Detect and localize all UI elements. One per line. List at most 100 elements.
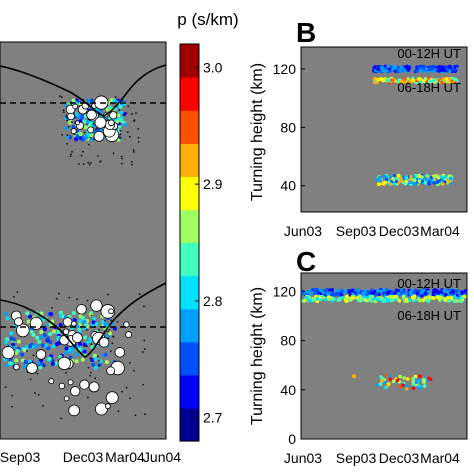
panel-a-circle bbox=[76, 304, 87, 315]
panel-c-point bbox=[414, 380, 419, 385]
panel-b-point bbox=[417, 174, 422, 178]
panel-c-point bbox=[345, 294, 349, 299]
panel-c-y-ticks: 0 40 80 120 bbox=[273, 283, 305, 447]
panel-b-point bbox=[388, 182, 393, 186]
panel-b-point bbox=[376, 77, 381, 82]
panel-a-point bbox=[104, 319, 106, 322]
panel-a-point bbox=[55, 297, 58, 300]
panel-a-point bbox=[70, 153, 72, 156]
panel-c-point bbox=[330, 288, 335, 292]
panel-b-point bbox=[445, 68, 450, 72]
panel-a-point bbox=[128, 362, 131, 364]
panel-a-point bbox=[50, 361, 55, 366]
panel-a-circle bbox=[70, 128, 77, 135]
panel-b-point bbox=[431, 64, 436, 69]
panel-a-point bbox=[92, 138, 95, 141]
panel-a-point bbox=[51, 306, 53, 309]
panel-a-point bbox=[9, 331, 14, 336]
panel-b-point bbox=[373, 76, 378, 81]
panel-a-point bbox=[97, 328, 100, 331]
panel-a-point bbox=[4, 386, 7, 388]
panel-c-point bbox=[404, 384, 408, 388]
panel-a-point bbox=[112, 98, 117, 103]
panel-a-point bbox=[58, 323, 63, 327]
panel-c-point bbox=[413, 374, 418, 379]
panel-c-point bbox=[365, 295, 370, 300]
panel-c: C 00-12H UT 06-18H UT 0 40 80 120 Jun03 Sep0… bbox=[249, 246, 468, 466]
panel-c-point bbox=[384, 373, 389, 378]
y-tick-label: 120 bbox=[273, 61, 297, 77]
panel-a-point bbox=[68, 355, 73, 360]
panel-a-point bbox=[118, 109, 121, 111]
panel-b-x-ticks: Jun03 Sep03 Dec03 Mar04 bbox=[284, 223, 460, 239]
panel-a-point bbox=[9, 336, 14, 341]
panel-a-point bbox=[5, 363, 10, 368]
panel-c-point bbox=[379, 374, 384, 379]
panel-a-point bbox=[59, 95, 61, 98]
panel-b-point bbox=[373, 65, 378, 69]
x-tick-label: Mar04 bbox=[105, 449, 145, 465]
panel-a-point bbox=[83, 131, 86, 134]
panel-b-point bbox=[409, 175, 413, 179]
panel-a-point bbox=[143, 305, 145, 308]
panel-c-point bbox=[422, 384, 427, 388]
panel-a-point bbox=[42, 333, 47, 338]
panel-a-point bbox=[36, 372, 39, 375]
panel-c-label: C bbox=[296, 246, 316, 277]
colorbar-band bbox=[180, 77, 199, 111]
panel-a-point bbox=[91, 123, 96, 128]
panel-a-point bbox=[94, 377, 97, 380]
panel-b-point bbox=[411, 174, 416, 179]
panel-c-point bbox=[363, 291, 368, 295]
panel-b-point bbox=[428, 180, 432, 184]
panel-a-point bbox=[91, 362, 96, 367]
panel-c-point bbox=[392, 291, 397, 296]
panel-b-point bbox=[447, 179, 452, 184]
panel-a-circle bbox=[125, 331, 133, 339]
panel-c-point bbox=[340, 289, 345, 293]
panel-b-point bbox=[439, 175, 444, 179]
panel-a-point bbox=[82, 349, 87, 354]
panel-a-point bbox=[43, 364, 46, 367]
panel-a-point bbox=[26, 319, 31, 324]
panel-a-point bbox=[63, 111, 65, 113]
panel-c-point bbox=[410, 295, 415, 300]
panel-c-point bbox=[443, 293, 448, 297]
y-tick-label: 40 bbox=[280, 178, 296, 194]
panel-a-point bbox=[120, 162, 123, 165]
panel-c-point bbox=[447, 298, 452, 303]
panel-a-point bbox=[93, 356, 98, 361]
panel-c-point bbox=[417, 297, 421, 302]
panel-c-points bbox=[300, 287, 468, 391]
panel-a-point bbox=[132, 149, 135, 151]
panel-c-point bbox=[360, 291, 365, 295]
panel-a-point bbox=[137, 136, 140, 139]
panel-a-point bbox=[66, 119, 68, 122]
panel-b-point bbox=[421, 65, 426, 70]
panel-c-point bbox=[370, 288, 374, 293]
panel-a-point bbox=[87, 161, 90, 164]
panel-a-point bbox=[116, 321, 119, 323]
panel-a-point bbox=[68, 296, 71, 299]
panel-b-point bbox=[441, 65, 445, 70]
colorbar-band bbox=[180, 209, 199, 244]
colorbar-band bbox=[180, 275, 199, 310]
panel-a-point bbox=[87, 366, 90, 369]
panel-a-point bbox=[58, 310, 63, 315]
panel-a-point bbox=[4, 311, 8, 316]
panel-a-point bbox=[83, 114, 88, 119]
panel-b-point bbox=[423, 77, 428, 81]
panel-c-point bbox=[391, 379, 396, 384]
panel-b-point bbox=[396, 79, 401, 83]
panel-a-point bbox=[120, 155, 123, 158]
panel-c-point bbox=[419, 291, 423, 295]
panel-a-point bbox=[29, 329, 34, 334]
panel-a-point bbox=[84, 323, 88, 328]
panel-c-point bbox=[463, 289, 468, 293]
panel-a-point bbox=[61, 134, 64, 136]
panel-c-point bbox=[459, 290, 464, 295]
panel-c-point bbox=[351, 296, 355, 300]
panel-a-point bbox=[91, 99, 94, 102]
panel-a-point bbox=[125, 112, 128, 114]
